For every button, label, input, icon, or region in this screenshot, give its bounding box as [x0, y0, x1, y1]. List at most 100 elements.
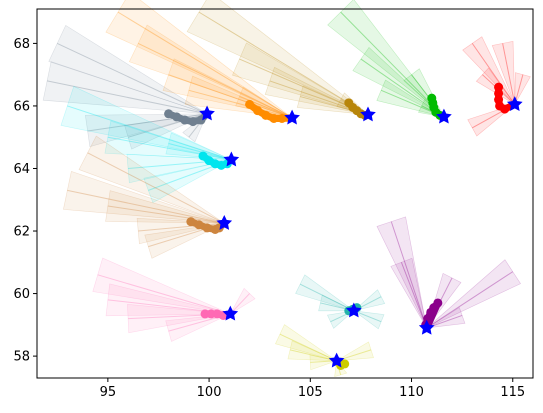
trajectory-point: [500, 104, 510, 114]
trajectory-point: [164, 109, 174, 119]
uncertainty-fan-line: [67, 189, 225, 224]
uncertainty-fan-line: [57, 42, 208, 115]
y-tick-label: 62: [13, 225, 30, 240]
uncertainty-fan: [390, 257, 428, 329]
end-marker: [506, 96, 523, 112]
plot-frame: [36, 8, 534, 379]
y-tick-label: 66: [13, 99, 30, 114]
trajectory-layer: [164, 82, 519, 370]
trajectory-point: [245, 99, 255, 109]
uncertainty-fan: [352, 47, 445, 118]
uncertainty-fan: [48, 24, 208, 115]
trajectory-point: [494, 88, 504, 98]
uncertainty-fan: [229, 287, 256, 315]
trajectory-point: [253, 106, 263, 116]
uncertainty-fan: [376, 79, 445, 118]
uncertainty-fan: [264, 66, 369, 115]
uncertainty-fan: [128, 24, 293, 119]
uncertainty-fan: [326, 310, 355, 329]
trajectory-point: [202, 223, 212, 233]
uncertainty-fan: [295, 274, 355, 312]
uncertainty-fan: [426, 307, 466, 329]
uncertainty-fan: [514, 72, 531, 105]
y-tick-label: 58: [13, 350, 30, 365]
x-tick-label: 105: [298, 385, 323, 400]
uncertainty-fan: [63, 170, 225, 224]
uncertainty-fan: [353, 289, 386, 312]
uncertainty-fan: [144, 222, 225, 259]
trajectory-point: [198, 151, 208, 161]
uncertainty-fan: [336, 341, 374, 362]
end-marker: [418, 319, 435, 335]
uncertainty-fan-line: [400, 262, 428, 329]
trajectory-point: [340, 359, 350, 369]
uncertainty-fan-line: [198, 11, 369, 116]
end-marker: [284, 109, 300, 125]
trajectory-point: [172, 112, 182, 122]
end-marker: [436, 108, 452, 124]
uncertainty-fan: [232, 42, 369, 115]
uncertainty-fan-line: [188, 89, 293, 119]
uncertainty-fan: [318, 294, 354, 312]
end-marker: [328, 352, 345, 368]
y-tick-label: 64: [13, 162, 30, 177]
uncertainty-fan-line: [279, 333, 337, 362]
uncertainty-fan: [85, 113, 208, 148]
uncertainty-fan-line: [390, 221, 428, 329]
uncertainty-fan-line: [502, 43, 516, 105]
uncertainty-fan-line: [67, 105, 232, 161]
y-tick-label: 60: [13, 287, 30, 302]
uncertainty-fan-line: [471, 43, 516, 105]
x-tick-label: 115: [500, 385, 525, 400]
uncertainty-fan: [92, 257, 231, 315]
uncertainty-fan: [186, 0, 369, 115]
y-axis: 58 60 62 64 66 68: [13, 37, 37, 365]
uncertainty-fan-line: [168, 74, 293, 119]
uncertainty-fan: [60, 86, 232, 161]
uncertainty-fan: [287, 340, 337, 362]
trajectory-point: [269, 113, 279, 123]
trajectory-point: [277, 113, 287, 123]
x-tick-label: 95: [100, 385, 117, 400]
uncertainty-fan: [105, 190, 225, 224]
end-marker: [216, 214, 233, 230]
uncertainty-fan-line: [426, 271, 514, 329]
trajectory-point: [494, 82, 504, 92]
uncertainty-fan-line: [117, 11, 293, 119]
end-marker: [199, 105, 215, 121]
end-marker: [222, 305, 239, 321]
trajectory-point: [188, 117, 198, 127]
x-tick-label: 100: [197, 385, 222, 400]
uncertainty-fan: [42, 61, 208, 115]
uncertainty-fan: [376, 216, 428, 329]
end-marker: [360, 106, 376, 122]
uncertainty-fan: [104, 120, 232, 161]
uncertainty-fan: [184, 75, 293, 119]
uncertainty-fan: [491, 40, 516, 105]
uncertainty-fan-line: [107, 136, 232, 161]
uncertainty-fan-line: [340, 11, 445, 118]
end-marker: [346, 302, 362, 318]
uncertainty-fan-layer: [42, 0, 531, 378]
uncertainty-fan-line: [97, 274, 231, 315]
uncertainty-fan: [352, 310, 385, 330]
uncertainty-fan-line: [168, 142, 232, 161]
uncertainty-fan: [105, 283, 231, 317]
uncertainty-fan: [426, 259, 521, 329]
end-marker-layer: [199, 96, 523, 368]
trajectory-point: [433, 298, 443, 308]
uncertainty-fan-line: [299, 283, 355, 312]
uncertainty-fan-line: [138, 42, 293, 119]
uncertainty-fan: [127, 304, 231, 334]
uncertainty-fan-line: [289, 349, 337, 362]
x-axis: 95 100 105 110 115: [100, 378, 525, 400]
trajectory-point: [261, 110, 271, 120]
trajectory-point: [180, 115, 190, 125]
uncertainty-fan: [309, 354, 338, 371]
uncertainty-fan: [165, 313, 231, 342]
uncertainty-fan-line: [353, 310, 382, 323]
x-tick-label: 110: [399, 385, 424, 400]
uncertainty-fan-line: [107, 205, 225, 224]
uncertainty-fan: [105, 0, 293, 119]
uncertainty-fan: [327, 0, 445, 118]
